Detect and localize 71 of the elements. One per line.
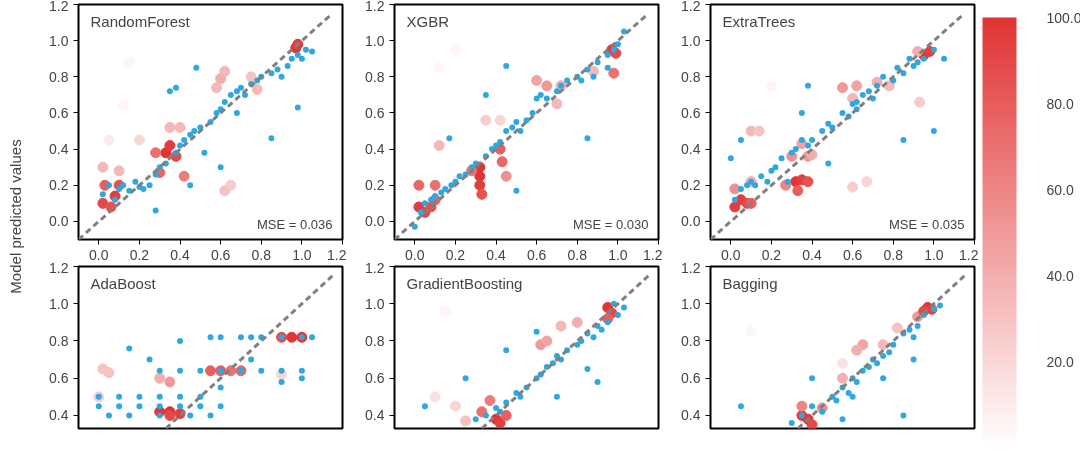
annotation: MSE = 0.035 — [888, 216, 965, 232]
text: ExtraTrees — [722, 12, 796, 30]
y-tick-label: 0.4 — [681, 407, 701, 424]
x-tick-label: 0.0 — [89, 246, 109, 263]
text: GradientBoosting — [406, 274, 523, 292]
y-tick-label: 0.6 — [365, 104, 385, 121]
x-tick-label: 0.8 — [251, 246, 272, 263]
text: RandomForest — [90, 12, 191, 30]
text: XGBR — [406, 12, 450, 30]
y-tick-label: 1.2 — [681, 259, 701, 276]
x-tick-label: 1.0 — [608, 246, 628, 263]
y-tick-label: 0.8 — [681, 332, 701, 349]
color-bar-label: 40.0 — [1046, 267, 1074, 284]
y-tick-label: 0.8 — [365, 68, 385, 85]
y-tick-label: 0.6 — [49, 370, 69, 387]
y-tick-label: 1.2 — [365, 0, 385, 14]
color-bar-label: 20.0 — [1046, 353, 1074, 370]
y-tick-label: 0.6 — [365, 370, 385, 387]
y-tick-label: 0.8 — [681, 68, 701, 85]
annotation: MSE = 0.036 — [256, 216, 333, 232]
x-tick-label: 1.0 — [292, 246, 312, 263]
y-tick-label: 1.2 — [365, 259, 385, 276]
y-tick-label: 0.8 — [49, 332, 69, 349]
y-tick-label: 1.2 — [681, 0, 701, 14]
y-tick-label: 1.0 — [365, 295, 385, 312]
y-tick-label: 1.0 — [49, 32, 69, 49]
y-tick-label: 1.2 — [49, 259, 69, 276]
x-tick-label: 0.8 — [883, 246, 904, 263]
annotation: MSE = 0.030 — [572, 216, 649, 232]
y-tick-label: 0.8 — [49, 68, 69, 85]
y-tick-label: 0.4 — [365, 141, 385, 158]
x-tick-label: 1.0 — [924, 246, 944, 263]
y-tick-label: 0.4 — [49, 407, 69, 424]
x-tick-label: 1.2 — [327, 246, 347, 263]
text: AdaBoost — [90, 274, 157, 292]
x-tick-label: 0.6 — [842, 246, 863, 263]
y-tick-label: 0.6 — [681, 104, 701, 121]
x-tick-label: 0.6 — [210, 246, 231, 263]
x-tick-label: 1.2 — [643, 246, 663, 263]
y-tick-label: 0.8 — [365, 332, 385, 349]
x-tick-label: 0.8 — [567, 246, 588, 263]
y-tick-label: 1.2 — [49, 0, 69, 14]
y-tick-label: 0.6 — [49, 104, 69, 121]
x-tick-label: 0.0 — [721, 246, 741, 263]
y-tick-label: 0.4 — [681, 141, 701, 158]
y-tick-label: 0.4 — [365, 407, 385, 424]
x-tick-label: 0.0 — [405, 246, 425, 263]
x-tick-label: 1.2 — [959, 246, 979, 263]
y-tick-label: 0.2 — [681, 177, 701, 194]
y-axis-title: Model predicted values — [7, 139, 24, 294]
y-tick-label: 0.0 — [681, 213, 701, 230]
x-tick-label: 0.6 — [526, 246, 547, 263]
y-tick-label: 1.0 — [365, 32, 385, 49]
y-tick-label: 0.2 — [365, 177, 385, 194]
y-tick-label: 0.0 — [365, 213, 385, 230]
color-bar-label: 80.0 — [1046, 95, 1074, 112]
y-tick-label: 0.6 — [681, 370, 701, 387]
x-tick-label: 0.2 — [761, 246, 782, 263]
color-bar-label: 60.0 — [1046, 181, 1074, 198]
x-tick-label: 0.4 — [170, 246, 190, 263]
x-tick-label: 0.4 — [486, 246, 506, 263]
y-tick-label: 0.2 — [49, 177, 69, 194]
x-tick-label: 0.2 — [445, 246, 466, 263]
y-tick-label: 1.0 — [681, 32, 701, 49]
y-tick-label: 0.0 — [49, 213, 69, 230]
y-tick-label: 1.0 — [49, 295, 69, 312]
x-tick-label: 0.2 — [129, 246, 150, 263]
y-tick-label: 1.0 — [681, 295, 701, 312]
text: Bagging — [722, 274, 778, 292]
y-tick-label: 0.4 — [49, 141, 69, 158]
x-tick-label: 0.4 — [802, 246, 822, 263]
